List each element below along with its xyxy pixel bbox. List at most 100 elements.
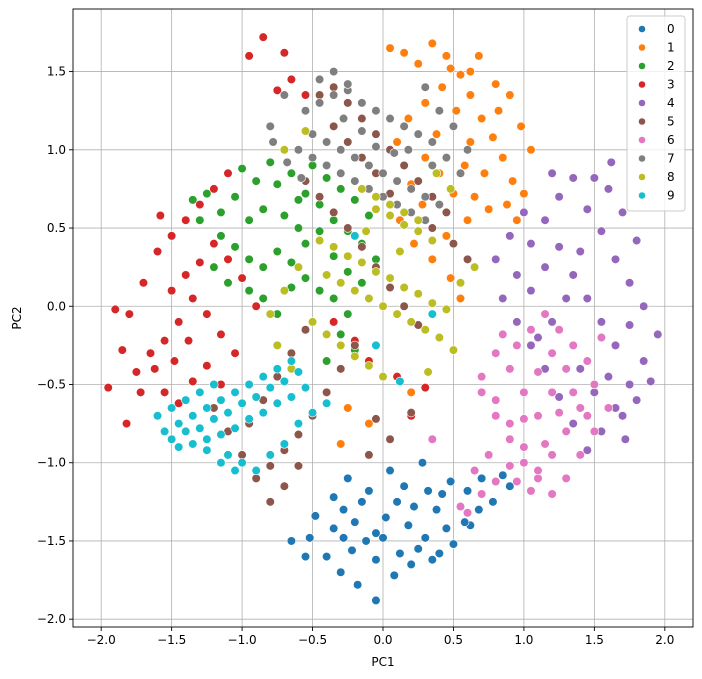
data-point-class-7	[268, 137, 278, 147]
data-point-class-9	[427, 309, 437, 319]
data-point-class-3	[223, 168, 233, 178]
data-point-class-8	[441, 304, 452, 314]
data-points	[103, 32, 663, 606]
data-point-class-2	[251, 176, 261, 186]
data-point-class-0	[413, 544, 423, 554]
data-point-class-0	[322, 551, 332, 562]
data-point-class-2	[230, 242, 240, 252]
data-point-class-4	[589, 173, 599, 183]
data-point-class-3	[174, 317, 184, 327]
data-point-class-6	[512, 340, 522, 350]
data-point-class-8	[395, 246, 405, 257]
data-point-class-0	[310, 511, 320, 521]
data-point-class-6	[568, 340, 578, 350]
data-point-class-4	[547, 168, 557, 178]
data-point-class-5	[343, 98, 353, 108]
data-point-class-6	[491, 395, 501, 405]
data-point-class-9	[286, 356, 297, 366]
data-point-class-2	[258, 262, 268, 272]
data-point-class-4	[624, 379, 635, 390]
data-point-class-5	[441, 207, 452, 217]
data-point-class-9	[202, 403, 212, 413]
data-point-class-4	[512, 270, 522, 280]
data-point-class-4	[533, 332, 543, 343]
data-point-class-9	[181, 426, 191, 437]
data-point-class-2	[300, 273, 311, 283]
data-point-class-7	[427, 160, 437, 171]
data-point-class-1	[502, 199, 512, 210]
series-5-points	[209, 82, 473, 507]
legend-label-2: 2	[667, 59, 675, 73]
data-point-class-2	[272, 246, 282, 257]
data-point-class-4	[596, 226, 607, 236]
data-point-class-0	[498, 470, 508, 480]
data-point-class-0	[357, 497, 367, 507]
data-point-class-0	[305, 533, 315, 543]
data-point-class-6	[469, 465, 480, 476]
data-point-class-7	[343, 79, 353, 89]
data-point-class-8	[357, 184, 367, 194]
data-point-class-1	[409, 239, 419, 249]
data-point-class-5	[329, 207, 339, 217]
data-point-class-7	[336, 168, 346, 178]
data-point-class-6	[519, 458, 529, 468]
data-point-class-0	[477, 473, 487, 483]
data-point-class-2	[244, 286, 254, 296]
data-point-class-6	[589, 379, 599, 390]
data-point-class-5	[343, 137, 353, 147]
series-0-points	[286, 458, 515, 606]
data-point-class-0	[505, 481, 515, 491]
data-point-class-8	[448, 345, 459, 355]
data-point-class-0	[392, 497, 402, 507]
data-point-class-7	[338, 113, 349, 124]
data-point-class-8	[446, 184, 456, 194]
data-point-class-1	[526, 145, 536, 155]
data-point-class-6	[554, 325, 564, 335]
data-point-class-8	[336, 340, 346, 350]
data-point-class-1	[477, 113, 487, 124]
data-point-class-4	[617, 411, 628, 421]
data-point-class-7	[455, 168, 466, 178]
data-point-class-6	[533, 411, 543, 421]
data-point-class-6	[505, 461, 515, 471]
data-point-class-0	[350, 517, 360, 527]
data-point-class-8	[357, 257, 367, 268]
data-point-class-2	[343, 309, 353, 319]
data-point-class-2	[314, 226, 325, 236]
data-point-class-0	[431, 505, 442, 515]
data-point-class-3	[279, 48, 289, 58]
legend-label-8: 8	[667, 170, 675, 184]
legend-marker-7	[638, 154, 646, 163]
data-point-class-4	[610, 340, 621, 350]
legend-label-0: 0	[667, 22, 675, 36]
data-point-class-8	[431, 168, 442, 178]
data-point-class-2	[293, 223, 304, 233]
data-point-class-3	[121, 419, 132, 429]
y-tick-label: −1.5	[37, 534, 66, 548]
data-point-class-4	[568, 173, 578, 183]
data-point-class-7	[420, 82, 430, 92]
data-point-class-9	[209, 379, 219, 390]
data-point-class-1	[479, 168, 490, 178]
data-point-class-3	[216, 329, 226, 340]
data-point-class-3	[230, 348, 240, 358]
data-point-class-2	[265, 157, 275, 167]
data-point-class-7	[265, 121, 275, 131]
data-point-class-9	[209, 414, 219, 424]
data-point-class-7	[314, 98, 325, 108]
data-point-class-6	[575, 450, 585, 460]
data-point-class-8	[385, 273, 395, 283]
data-point-class-2	[314, 199, 325, 210]
data-point-class-9	[265, 450, 275, 460]
data-point-class-6	[519, 387, 529, 397]
data-point-class-8	[413, 289, 423, 299]
series-2-points	[188, 157, 381, 366]
data-point-class-1	[420, 153, 430, 163]
data-point-class-0	[423, 486, 433, 496]
data-point-class-3	[167, 231, 177, 241]
data-point-class-2	[230, 192, 240, 202]
data-point-class-2	[209, 262, 219, 272]
data-point-class-9	[202, 434, 212, 444]
data-point-class-6	[526, 325, 536, 335]
data-point-class-6	[455, 501, 466, 512]
